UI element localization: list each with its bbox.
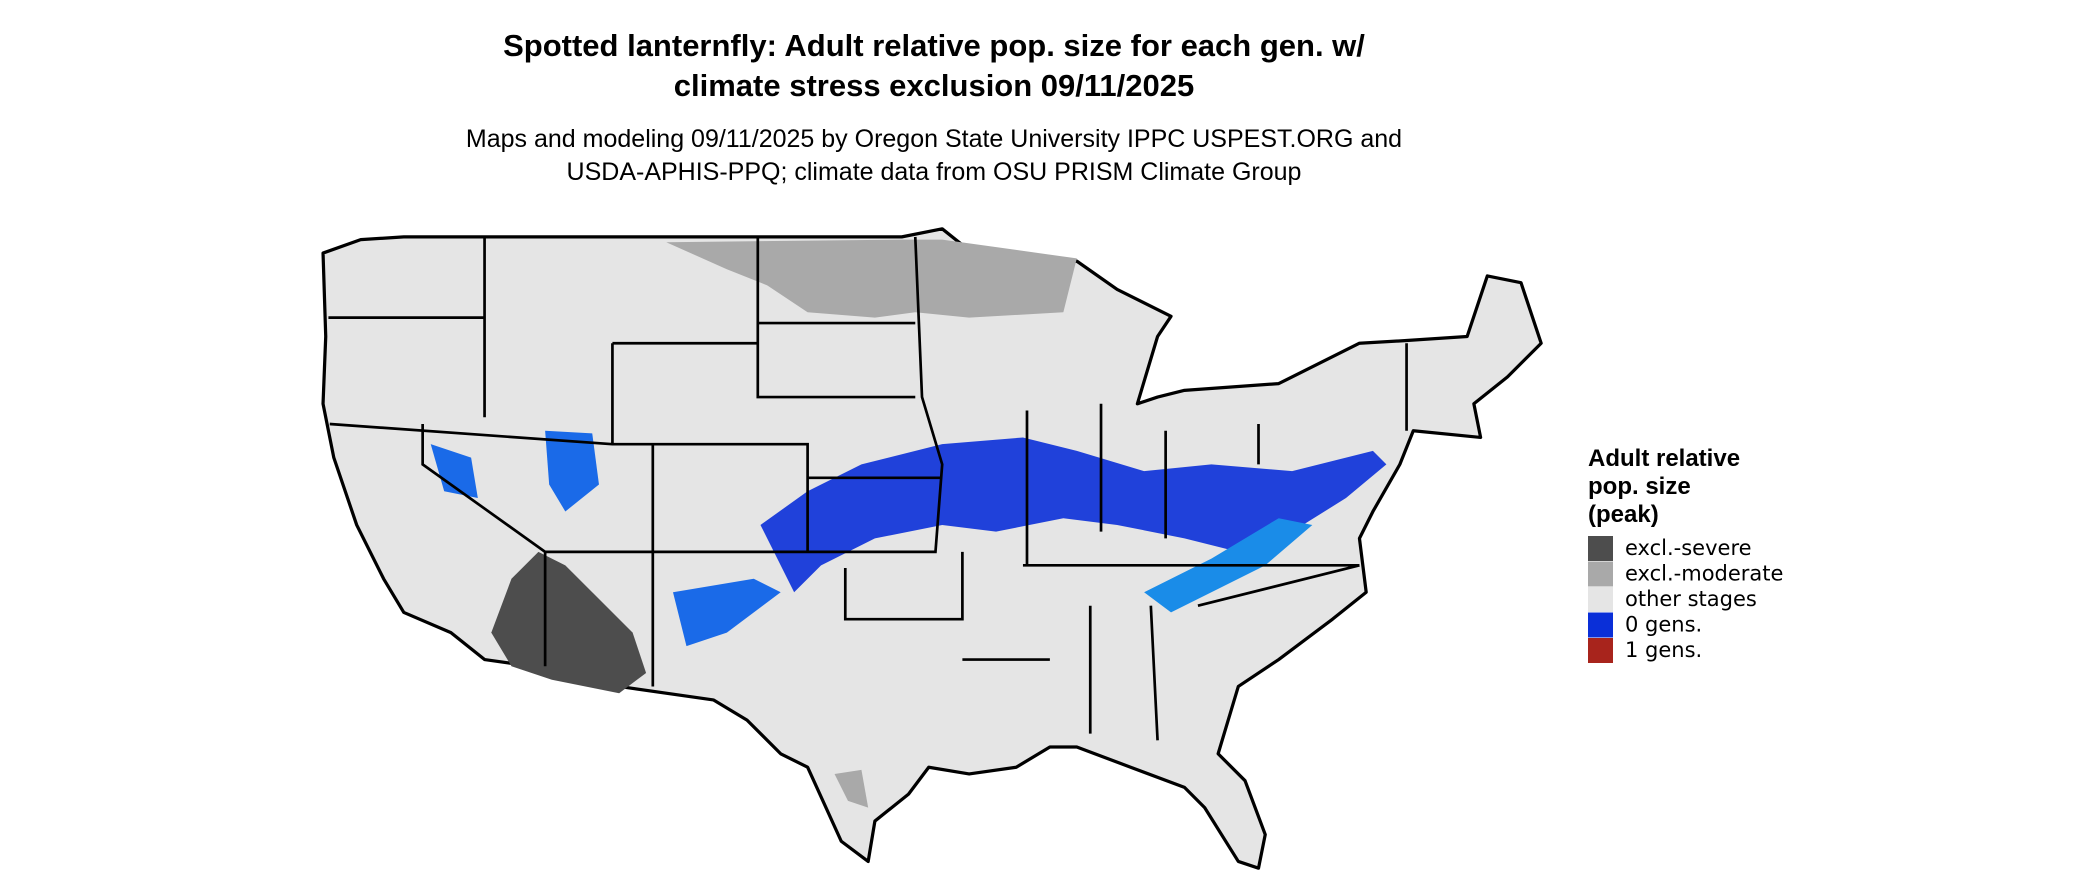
legend-label: other stages xyxy=(1625,587,1757,611)
legend-swatch xyxy=(1588,638,1613,663)
legend-title: (peak) xyxy=(1588,501,1659,528)
zero-gens-area xyxy=(430,444,478,499)
legend-swatch xyxy=(1588,536,1613,561)
moderate-exclusion-area xyxy=(666,239,1077,318)
legend-swatch xyxy=(1588,587,1613,612)
subtitle-line: USDA-APHIS-PPQ; climate data from OSU PR… xyxy=(567,158,1302,186)
legend-swatch xyxy=(1588,612,1613,638)
zero-gens-area xyxy=(760,437,1387,593)
us-outline xyxy=(321,227,1543,870)
moderate-exclusion-area xyxy=(834,769,869,808)
subtitle-line: Maps and modeling 09/11/2025 by Oregon S… xyxy=(466,125,1402,153)
legend-title: Adult relative xyxy=(1588,445,1740,472)
title-line: Spotted lanternfly: Adult relative pop. … xyxy=(503,28,1365,63)
legend-label: 1 gens. xyxy=(1625,638,1702,662)
legend-swatch xyxy=(1588,561,1613,587)
legend-label: excl.-moderate xyxy=(1625,562,1783,586)
zero-gens-area xyxy=(545,430,599,512)
severe-exclusion-area xyxy=(491,551,647,694)
legend-label: 0 gens. xyxy=(1625,613,1702,637)
legend-label: excl.-severe xyxy=(1625,536,1752,560)
state-borders xyxy=(328,236,1408,741)
title-line: climate stress exclusion 09/11/2025 xyxy=(674,68,1194,103)
zero-gens-area xyxy=(673,578,781,647)
us-map xyxy=(321,227,1543,870)
legend-title: pop. size xyxy=(1588,473,1691,500)
